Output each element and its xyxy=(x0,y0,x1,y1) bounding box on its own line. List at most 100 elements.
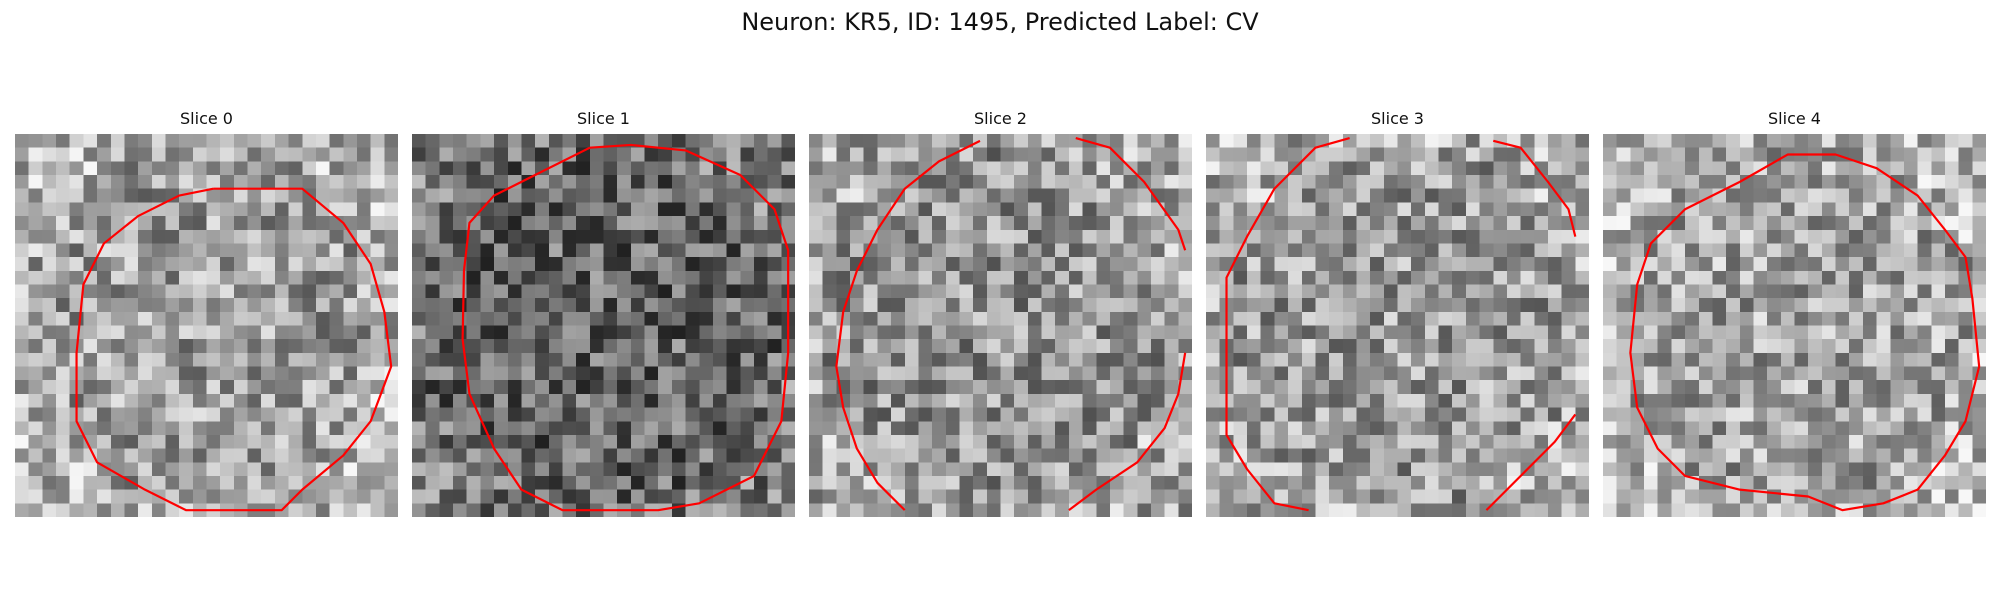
pixel xyxy=(1082,475,1097,490)
pixel xyxy=(384,270,398,285)
pixel xyxy=(1712,270,1727,285)
pixel xyxy=(179,243,194,258)
pixel xyxy=(425,380,440,395)
pixel xyxy=(1493,311,1508,326)
pixel xyxy=(1726,421,1741,436)
pixel xyxy=(1506,448,1521,463)
pixel xyxy=(480,229,495,244)
pixel xyxy=(165,311,180,326)
pixel xyxy=(110,380,125,395)
pixel xyxy=(28,352,43,367)
pixel xyxy=(247,311,262,326)
pixel xyxy=(1150,489,1165,504)
pixel xyxy=(1315,421,1330,436)
pixel xyxy=(1096,284,1111,299)
pixel xyxy=(740,216,755,231)
pixel xyxy=(494,352,509,367)
pixel xyxy=(56,489,70,504)
pixel xyxy=(1767,407,1782,422)
pixel xyxy=(274,243,289,258)
pixel xyxy=(671,393,686,408)
slice-title-4: Slice 4 xyxy=(1768,109,1821,128)
pixel xyxy=(1903,243,1918,258)
pixel xyxy=(1520,243,1535,258)
pixel xyxy=(863,202,878,217)
pixel xyxy=(1452,147,1467,162)
pixel xyxy=(1288,407,1303,422)
pixel xyxy=(1671,311,1686,326)
pixel xyxy=(644,134,659,148)
pixel xyxy=(192,366,207,381)
pixel xyxy=(809,147,823,162)
pixel xyxy=(439,325,454,340)
pixel xyxy=(1260,339,1275,354)
pixel xyxy=(192,339,207,354)
pixel xyxy=(671,434,686,449)
pixel xyxy=(699,448,714,463)
pixel xyxy=(562,489,577,504)
pixel xyxy=(712,407,727,422)
pixel xyxy=(1014,448,1029,463)
pixel xyxy=(343,339,358,354)
pixel xyxy=(535,448,550,463)
pixel xyxy=(1096,352,1111,367)
pixel xyxy=(1712,489,1727,504)
pixel xyxy=(877,134,892,148)
pixel xyxy=(1000,393,1015,408)
pixel xyxy=(699,380,714,395)
pixel xyxy=(370,475,385,490)
pixel xyxy=(494,407,509,422)
pixel xyxy=(1260,448,1275,463)
pixel xyxy=(1164,325,1179,340)
pixel xyxy=(1260,147,1275,162)
pixel xyxy=(1561,407,1576,422)
pixel xyxy=(220,134,235,148)
pixel xyxy=(1109,243,1124,258)
pixel xyxy=(685,134,700,148)
pixel xyxy=(1862,202,1877,217)
pixel xyxy=(809,311,823,326)
cell-contour xyxy=(1485,413,1577,511)
pixel xyxy=(1808,188,1823,203)
pixel xyxy=(589,339,604,354)
pixel xyxy=(179,147,194,162)
pixel xyxy=(206,421,221,436)
pixel xyxy=(589,311,604,326)
pixel xyxy=(658,325,673,340)
pixel xyxy=(1712,243,1727,258)
pixel xyxy=(959,503,974,517)
pixel xyxy=(1547,380,1562,395)
pixel xyxy=(1178,489,1192,504)
pixel xyxy=(1452,188,1467,203)
pixel xyxy=(767,134,782,148)
pixel xyxy=(356,161,371,176)
pixel xyxy=(83,380,98,395)
pixel xyxy=(1547,462,1562,477)
pixel xyxy=(138,339,153,354)
pixel xyxy=(1342,421,1357,436)
pixel xyxy=(261,434,276,449)
pixel xyxy=(1835,380,1850,395)
pixel xyxy=(412,147,426,162)
pixel xyxy=(138,503,153,517)
pixel xyxy=(343,311,358,326)
pixel xyxy=(412,134,426,148)
pixel xyxy=(863,216,878,231)
pixel xyxy=(1274,161,1289,176)
pixel xyxy=(1958,339,1973,354)
pixel xyxy=(179,489,194,504)
pixel xyxy=(1247,243,1261,258)
pixel xyxy=(302,161,317,176)
pixel xyxy=(822,284,837,299)
pixel xyxy=(904,270,919,285)
pixel xyxy=(671,475,686,490)
pixel xyxy=(1301,161,1316,176)
pixel xyxy=(1972,243,1986,258)
pixel xyxy=(69,188,84,203)
pixel xyxy=(1547,352,1562,367)
pixel xyxy=(753,352,768,367)
pixel xyxy=(1123,175,1138,189)
pixel xyxy=(1000,284,1015,299)
pixel xyxy=(1109,311,1124,326)
pixel xyxy=(1547,503,1562,517)
